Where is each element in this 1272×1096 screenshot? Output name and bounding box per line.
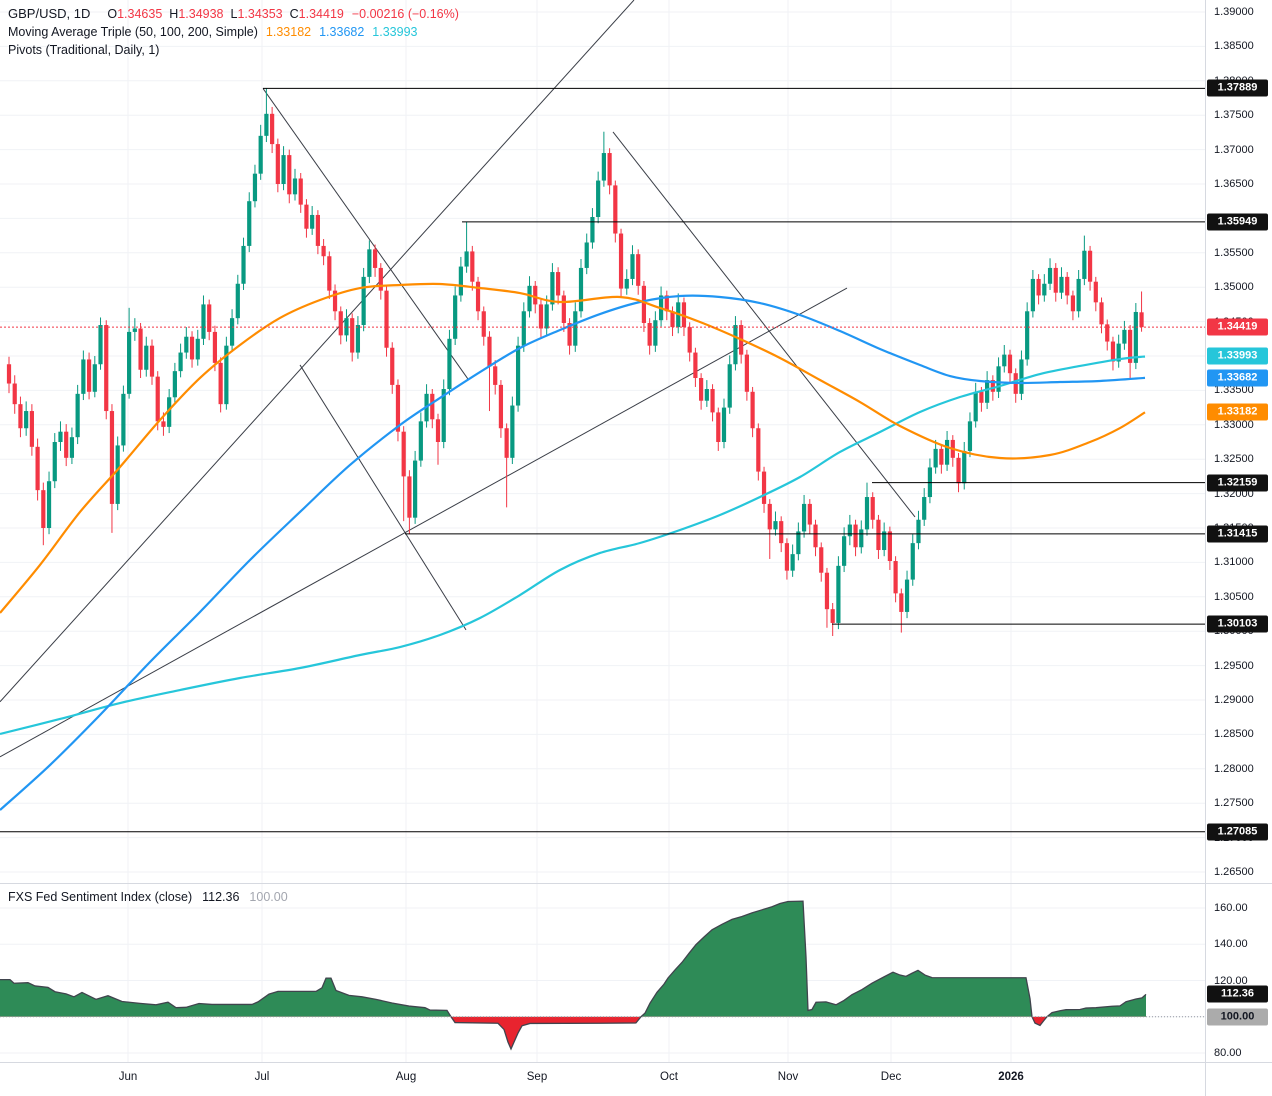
price-level-badge: 1.27085 [1207,823,1268,841]
close-label: C [289,7,299,21]
price-level-badge: 1.37889 [1207,79,1268,97]
indicator-tick-label: 120.00 [1214,974,1248,987]
ma200-value: 1.33993 [372,25,418,39]
time-axis-label: Nov [777,1071,799,1083]
change-value: −0.00216 (−0.16%) [351,7,459,21]
close-value: 1.34419 [298,7,344,21]
price-tick-label: 1.30500 [1214,590,1254,603]
price-tick-label: 1.28500 [1214,728,1254,741]
price-level-badge: 1.30103 [1207,615,1268,633]
price-tick-label: 1.38500 [1214,40,1254,53]
price-tick-label: 1.29000 [1214,694,1254,706]
high-value: 1.34938 [178,7,224,21]
price-tick-label: 1.37500 [1214,109,1254,122]
indicator-tick-label: 140.00 [1214,938,1248,951]
price-tick-label: 1.36500 [1214,178,1254,190]
price-tick-label: 1.32500 [1214,453,1254,466]
symbol-title[interactable]: GBP/USD, 1D [8,6,91,21]
time-axis-label: Oct [660,1071,678,1083]
time-axis-label: 2026 [998,1071,1024,1083]
price-level-badge: 1.32159 [1207,474,1268,492]
price-tick-label: 1.31000 [1214,556,1254,569]
ma-indicator-label[interactable]: Moving Average Triple (50, 100, 200, Sim… [8,25,258,39]
symbol-legend-row: GBP/USD, 1D O1.34635 H1.34938 L1.34353 C1.34… [8,5,459,23]
price-tick-label: 1.27500 [1214,797,1254,810]
ma100-value: 1.33682 [319,25,365,39]
sentiment-baseline-value: 100.00 [249,890,288,904]
pivots-indicator-label[interactable]: Pivots (Traditional, Daily, 1) [8,43,160,57]
open-value: 1.34635 [117,7,163,21]
ma50-value: 1.33182 [265,25,312,39]
time-axis-label: Jun [118,1071,138,1083]
high-label: H [169,7,179,21]
price-tick-label: 1.26500 [1214,866,1254,878]
last-price-badge: 1.34419 [1207,318,1268,336]
pivots-legend-row: Pivots (Traditional, Daily, 1) [8,41,459,59]
price-level-badge: 1.35949 [1207,213,1268,231]
sentiment-legend-row: FXS Fed Sentiment Index (close) 112.36 100… [8,890,288,904]
sentiment-indicator-label[interactable]: FXS Fed Sentiment Index (close) [8,890,193,904]
price-level-badge: 1.33993 [1207,347,1268,365]
ma-legend-row: Moving Average Triple (50, 100, 200, Sim… [8,23,459,41]
price-tick-label: 1.37000 [1214,143,1254,156]
indicator-value-badge: 100.00 [1207,1008,1268,1026]
time-axis-label: Sep [526,1071,548,1083]
main-legend: GBP/USD, 1D O1.34635 H1.34938 L1.34353 C1.34… [8,5,459,59]
indicator-value-badge: 112.36 [1207,985,1268,1003]
time-axis-label: Aug [395,1071,417,1083]
sentiment-value: 112.36 [202,890,240,904]
time-axis-label: Dec [880,1071,902,1083]
price-tick-label: 1.29500 [1214,659,1254,672]
open-label: O [107,7,118,21]
time-axis-label: Jul [254,1071,270,1083]
price-tick-label: 1.33500 [1214,384,1254,397]
price-level-badge: 1.31415 [1207,525,1268,543]
price-level-badge: 1.33182 [1207,403,1268,421]
price-tick-label: 1.28000 [1214,762,1254,775]
price-level-badge: 1.33682 [1207,369,1268,387]
price-tick-label: 1.33000 [1214,418,1254,431]
low-label: L [230,7,238,21]
price-tick-label: 1.39000 [1214,6,1254,18]
indicator-tick-label: 80.00 [1214,1047,1242,1059]
indicator-tick-label: 160.00 [1214,902,1248,914]
price-tick-label: 1.35500 [1214,246,1254,259]
low-value: 1.34353 [237,7,283,21]
price-tick-label: 1.35000 [1214,281,1254,294]
